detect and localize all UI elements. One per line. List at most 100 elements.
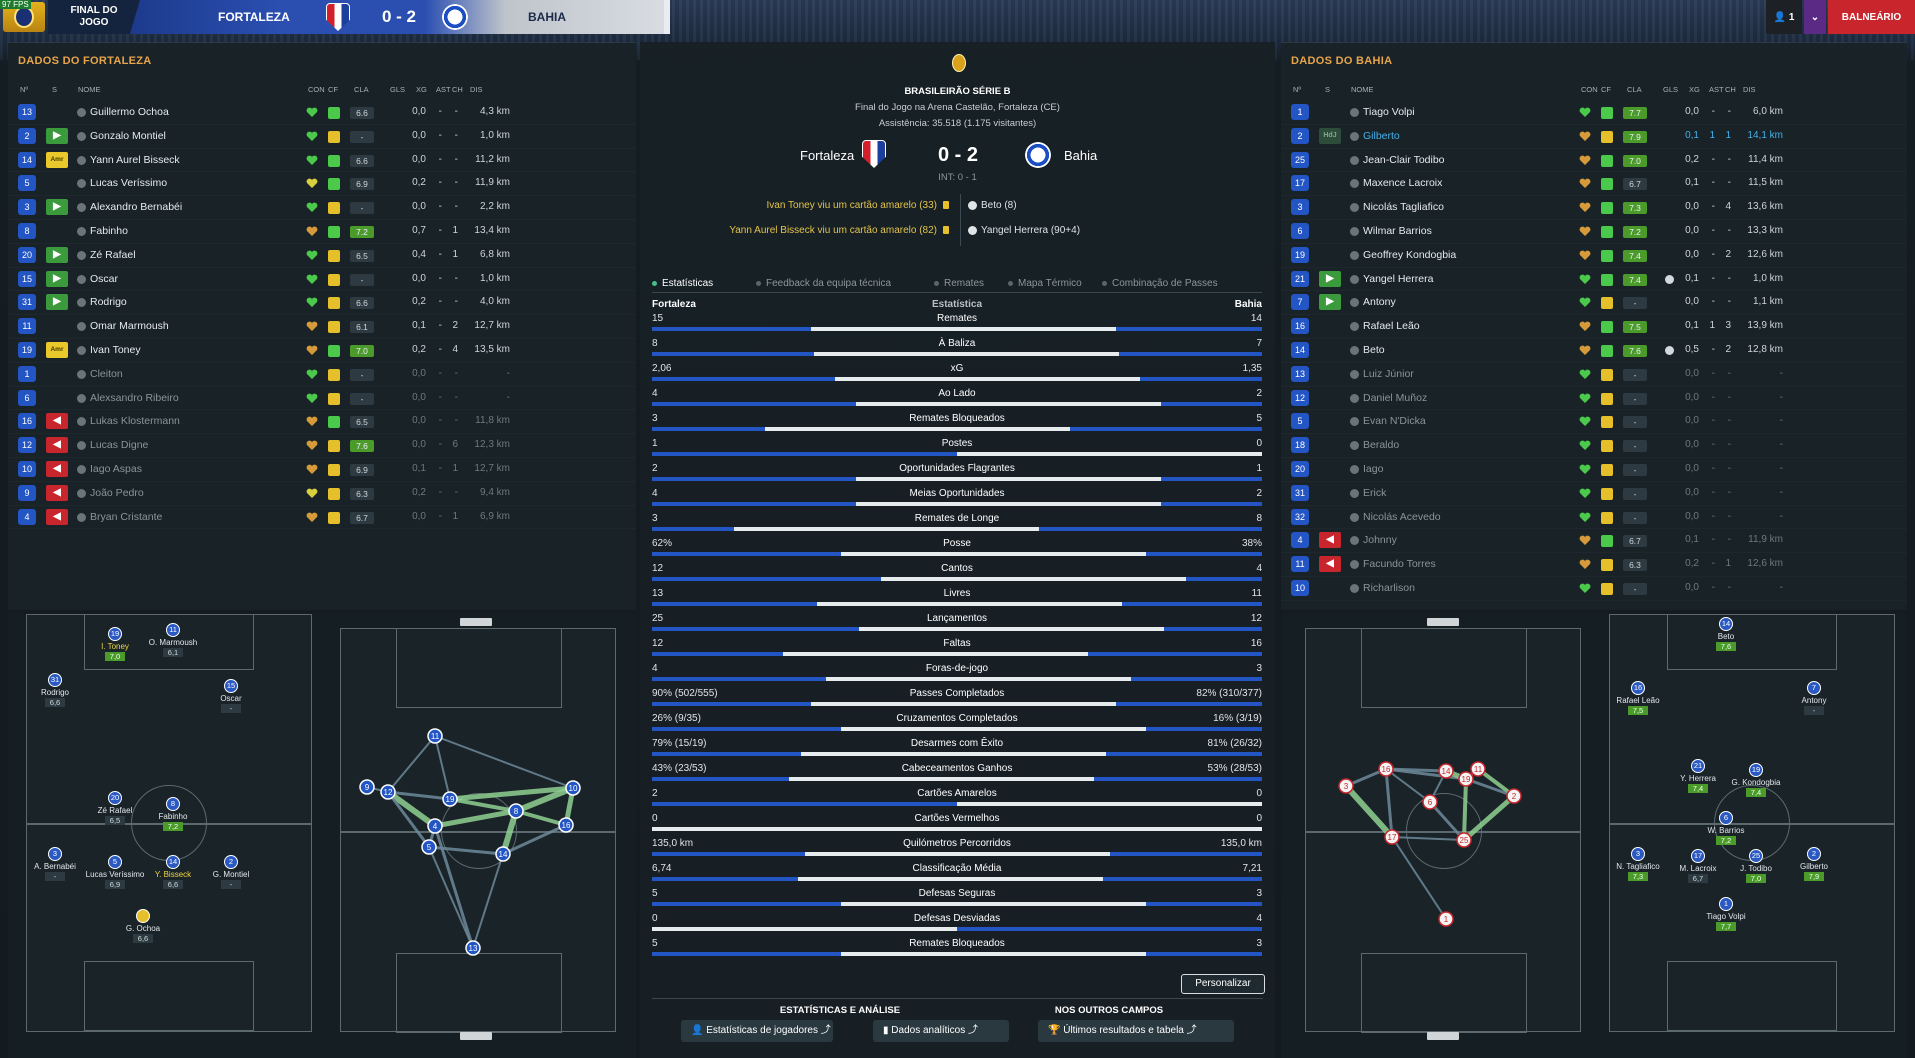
column-header[interactable]: GLS: [390, 85, 406, 94]
formation-player[interactable]: 31 Rodrigo 6,6: [20, 673, 90, 707]
network-node[interactable]: 3: [1338, 778, 1354, 794]
player-name[interactable]: Yangel Herrera: [1363, 272, 1434, 285]
player-name[interactable]: Wilmar Barrios: [1363, 224, 1432, 237]
formation-player[interactable]: 5 Lucas Veríssimo 6,9: [80, 855, 150, 889]
player-name[interactable]: Richarlison: [1363, 581, 1415, 594]
player-name[interactable]: Rodrigo: [90, 296, 127, 309]
network-node[interactable]: 14: [495, 846, 511, 862]
network-node[interactable]: 19: [442, 791, 458, 807]
column-header[interactable]: CH: [452, 85, 463, 94]
player-name[interactable]: Antony: [1363, 296, 1396, 309]
balneario-button[interactable]: BALNEÁRIO: [1828, 0, 1915, 34]
player-name[interactable]: Omar Marmoush: [90, 320, 169, 333]
player-name[interactable]: Beto: [1363, 343, 1385, 356]
formation-player[interactable]: 1 Tiago Volpi 7,7: [1691, 897, 1761, 931]
tab-estatisticas[interactable]: Estatísticas: [652, 278, 713, 289]
formation-player[interactable]: 19 G. Kondogbia 7,4: [1721, 763, 1791, 797]
formation-player[interactable]: 19 I. Toney 7,0: [80, 627, 150, 661]
formation-player[interactable]: 3 N. Tagliafico 7,3: [1603, 847, 1673, 881]
tab-mapa-termico[interactable]: Mapa Térmico: [1008, 278, 1082, 289]
player-name[interactable]: Facundo Torres: [1363, 558, 1436, 571]
column-header[interactable]: DIS: [470, 85, 483, 94]
home-team-label[interactable]: Fortaleza: [800, 148, 855, 163]
player-name[interactable]: Luiz Júnior: [1363, 367, 1414, 380]
formation-player[interactable]: 14 Beto 7,6: [1691, 617, 1761, 651]
formation-player[interactable]: 11 O. Marmoush 6,1: [138, 623, 208, 657]
home-pass-network[interactable]: 11 9 12 19 10 4 8 5 14 16 13: [340, 628, 616, 1033]
player-name[interactable]: Lukas Klostermann: [90, 415, 180, 428]
network-node[interactable]: 25: [1456, 832, 1472, 848]
player-name[interactable]: Guillermo Ochoa: [90, 106, 169, 118]
network-node[interactable]: 1: [1438, 911, 1454, 927]
column-header[interactable]: S: [1325, 85, 1331, 94]
player-row[interactable]: 3 ▶ Alexandro Bernabéi -0,0- -2,2 km: [8, 196, 636, 220]
column-header[interactable]: NOME: [1351, 85, 1374, 94]
player-name[interactable]: Alexandro Bernabéi: [90, 201, 183, 214]
formation-player[interactable]: 2 Gilberto 7,9: [1779, 847, 1849, 881]
player-name[interactable]: Tiago Volpi: [1363, 106, 1415, 118]
network-node[interactable]: 14: [1438, 763, 1454, 779]
network-node[interactable]: 9: [359, 779, 375, 795]
column-header[interactable]: XG: [1689, 85, 1700, 94]
menu-dropdown-button[interactable]: ⌄: [1804, 0, 1826, 34]
column-header[interactable]: NOME: [78, 85, 101, 94]
player-row[interactable]: 20 ▶ Zé Rafael 6.5 0,4-1 6,8 km: [8, 244, 636, 268]
network-node[interactable]: 6: [1422, 794, 1438, 810]
network-node[interactable]: 11: [427, 728, 443, 744]
column-header[interactable]: Nº: [20, 85, 29, 94]
column-header[interactable]: CON: [308, 85, 325, 94]
player-row[interactable]: 1 Tiago Volpi 7.7 0,0 - - 6,0 km: [1281, 101, 1907, 125]
player-row[interactable]: 31 Erick -0,0- - -: [1281, 482, 1907, 506]
player-row[interactable]: 32 Nicolás Acevedo -0,0- - -: [1281, 506, 1907, 530]
formation-player[interactable]: 16 Rafael Leão 7,5: [1603, 681, 1673, 715]
player-row[interactable]: 17 Maxence Lacroix 6.7 0,1- -11,5 km: [1281, 172, 1907, 196]
column-header[interactable]: S: [52, 85, 58, 94]
player-row[interactable]: 12 Daniel Muñoz -0,0- - -: [1281, 387, 1907, 411]
player-name[interactable]: Jean-Clair Todibo: [1363, 153, 1445, 166]
player-row[interactable]: 1 Cleiton -0,0- - -: [8, 363, 636, 387]
player-row[interactable]: 11 ◀ Facundo Torres 6.3 0,2-1 12,6 km: [1281, 553, 1907, 577]
player-row[interactable]: 31 ▶ Rodrigo 6.6 0,2- -4,0 km: [8, 291, 636, 315]
formation-player[interactable]: 17 M. Lacroix 6,7: [1663, 849, 1733, 883]
player-row[interactable]: 5 Evan N'Dicka -0,0- - -: [1281, 410, 1907, 434]
column-header[interactable]: AST: [436, 85, 451, 94]
player-row[interactable]: 14 Beto 7.6 0,5-2 12,8 km: [1281, 339, 1907, 363]
player-name[interactable]: Daniel Muñoz: [1363, 391, 1428, 404]
player-name[interactable]: Evan N'Dicka: [1363, 415, 1426, 428]
player-name[interactable]: Zé Rafael: [90, 248, 136, 261]
player-row[interactable]: 7 ▶ Antony -0,0- -1,1 km: [1281, 291, 1907, 315]
player-name[interactable]: Nicolás Acevedo: [1363, 510, 1441, 523]
player-name[interactable]: Gilberto: [1363, 129, 1400, 142]
formation-player[interactable]: 15 Oscar -: [196, 679, 266, 713]
tab-remates[interactable]: Remates: [934, 278, 984, 289]
network-node[interactable]: 17: [1384, 829, 1400, 845]
player-row[interactable]: 12 ◀ Lucas Digne 7.6 0,0-6 12,3 km: [8, 434, 636, 458]
formation-player[interactable]: 20 Zé Rafael 6,5: [80, 791, 150, 825]
player-row[interactable]: 5 Lucas Veríssimo 6.9 0,2- -11,9 km: [8, 172, 636, 196]
player-row[interactable]: 25 Jean-Clair Todibo 7.0 0,2- -11,4 km: [1281, 149, 1907, 173]
player-name[interactable]: Johnny: [1363, 534, 1397, 547]
player-row[interactable]: 8 Fabinho 7.2 0,7-1 13,4 km: [8, 220, 636, 244]
player-name[interactable]: Gonzalo Montiel: [90, 129, 166, 142]
formation-player[interactable]: 2 G. Montiel -: [196, 855, 266, 889]
network-node[interactable]: 8: [508, 803, 524, 819]
player-name[interactable]: Ivan Toney: [90, 343, 141, 356]
formation-player[interactable]: 14 Y. Bisseck 6,6: [138, 855, 208, 889]
formation-player[interactable]: 7 Antony -: [1779, 681, 1849, 715]
player-name[interactable]: Geoffrey Kondogbia: [1363, 248, 1457, 261]
player-name[interactable]: Rafael Leão: [1363, 320, 1420, 333]
player-name[interactable]: Lucas Veríssimo: [90, 177, 168, 190]
player-name[interactable]: Yann Aurel Bisseck: [90, 153, 180, 166]
results-table-button[interactable]: 🏆 Últimos resultados e tabela ⤴: [1038, 1020, 1234, 1042]
player-row[interactable]: 20 Iago -0,0- - -: [1281, 458, 1907, 482]
tab-combinacao-passes[interactable]: Combinação de Passes: [1102, 278, 1218, 289]
player-row[interactable]: 11 Omar Marmoush 6.1 0,1-2 12,7 km: [8, 315, 636, 339]
player-name[interactable]: Iago: [1363, 462, 1384, 475]
column-header[interactable]: DIS: [1743, 85, 1756, 94]
column-header[interactable]: Nº: [1293, 85, 1302, 94]
column-header[interactable]: AST: [1709, 85, 1724, 94]
player-row[interactable]: 16 Rafael Leão 7.5 0,1 1 3 13,9 km: [1281, 315, 1907, 339]
network-node[interactable]: 19: [1458, 771, 1474, 787]
away-pass-network[interactable]: 16 14 19 11 3 6 2 17 25 1: [1305, 628, 1581, 1033]
notifications-button[interactable]: 👤 1: [1766, 0, 1802, 34]
